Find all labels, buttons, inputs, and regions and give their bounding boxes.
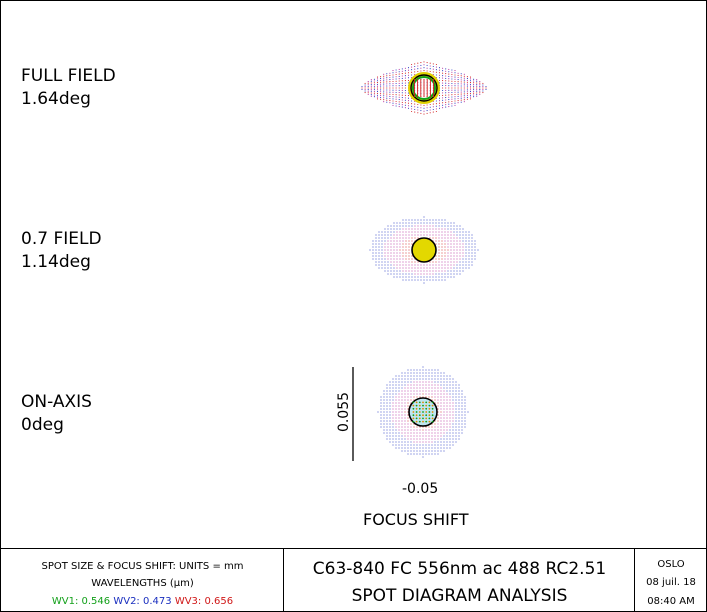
field-angle: 1.64deg — [21, 89, 91, 109]
lens-title: C63-840 FC 556nm ac 488 RC2.51 — [312, 559, 607, 579]
spot-diagrams — [352, 61, 487, 461]
wavelength-1: WV1: 0.546 — [51, 596, 111, 607]
program-name: OSLO — [657, 559, 685, 570]
wavelength-3: WV3: 0.656 — [174, 596, 234, 607]
spot-diagram-on-axis — [377, 366, 469, 458]
title-cell: C63-840 FC 556nm ac 488 RC2.51 SPOT DIAG… — [284, 549, 635, 612]
analysis-title: SPOT DIAGRAM ANALYSIS — [351, 586, 568, 606]
program-cell: OSLO 08 juil. 18 08:40 AM — [635, 549, 706, 612]
field-label-full: FULL FIELD 1.64deg — [21, 65, 116, 111]
units-text: SPOT SIZE & FOCUS SHIFT: UNITS = mm — [41, 561, 244, 572]
info-block: SPOT SIZE & FOCUS SHIFT: UNITS = mm WAVE… — [1, 548, 706, 612]
wavelengths-heading: WAVELENGTHS (µm) — [91, 578, 194, 589]
spot-diagram-07-field — [369, 216, 479, 284]
units-cell: SPOT SIZE & FOCUS SHIFT: UNITS = mm WAVE… — [1, 549, 284, 612]
spot-diagram-full-field — [361, 61, 487, 115]
wavelength-2: WV2: 0.473 — [113, 596, 172, 607]
field-name: ON-AXIS — [21, 392, 92, 412]
focus-shift-title: FOCUS SHIFT — [363, 510, 469, 529]
field-name: 0.7 FIELD — [21, 229, 102, 249]
time-text: 08:40 AM — [647, 596, 695, 607]
field-angle: 1.14deg — [21, 252, 91, 272]
date-text: 08 juil. 18 — [646, 577, 696, 588]
focus-shift-value: -0.05 — [402, 481, 439, 497]
field-label-on-axis: ON-AXIS 0deg — [21, 391, 92, 437]
wavelength-list: WV1: 0.546 WV2: 0.473 WV3: 0.656 — [1, 596, 284, 607]
field-label-07: 0.7 FIELD 1.14deg — [21, 228, 102, 274]
field-angle: 0deg — [21, 415, 64, 435]
scale-bar-label: 0.055 — [336, 391, 352, 433]
field-name: FULL FIELD — [21, 66, 116, 86]
